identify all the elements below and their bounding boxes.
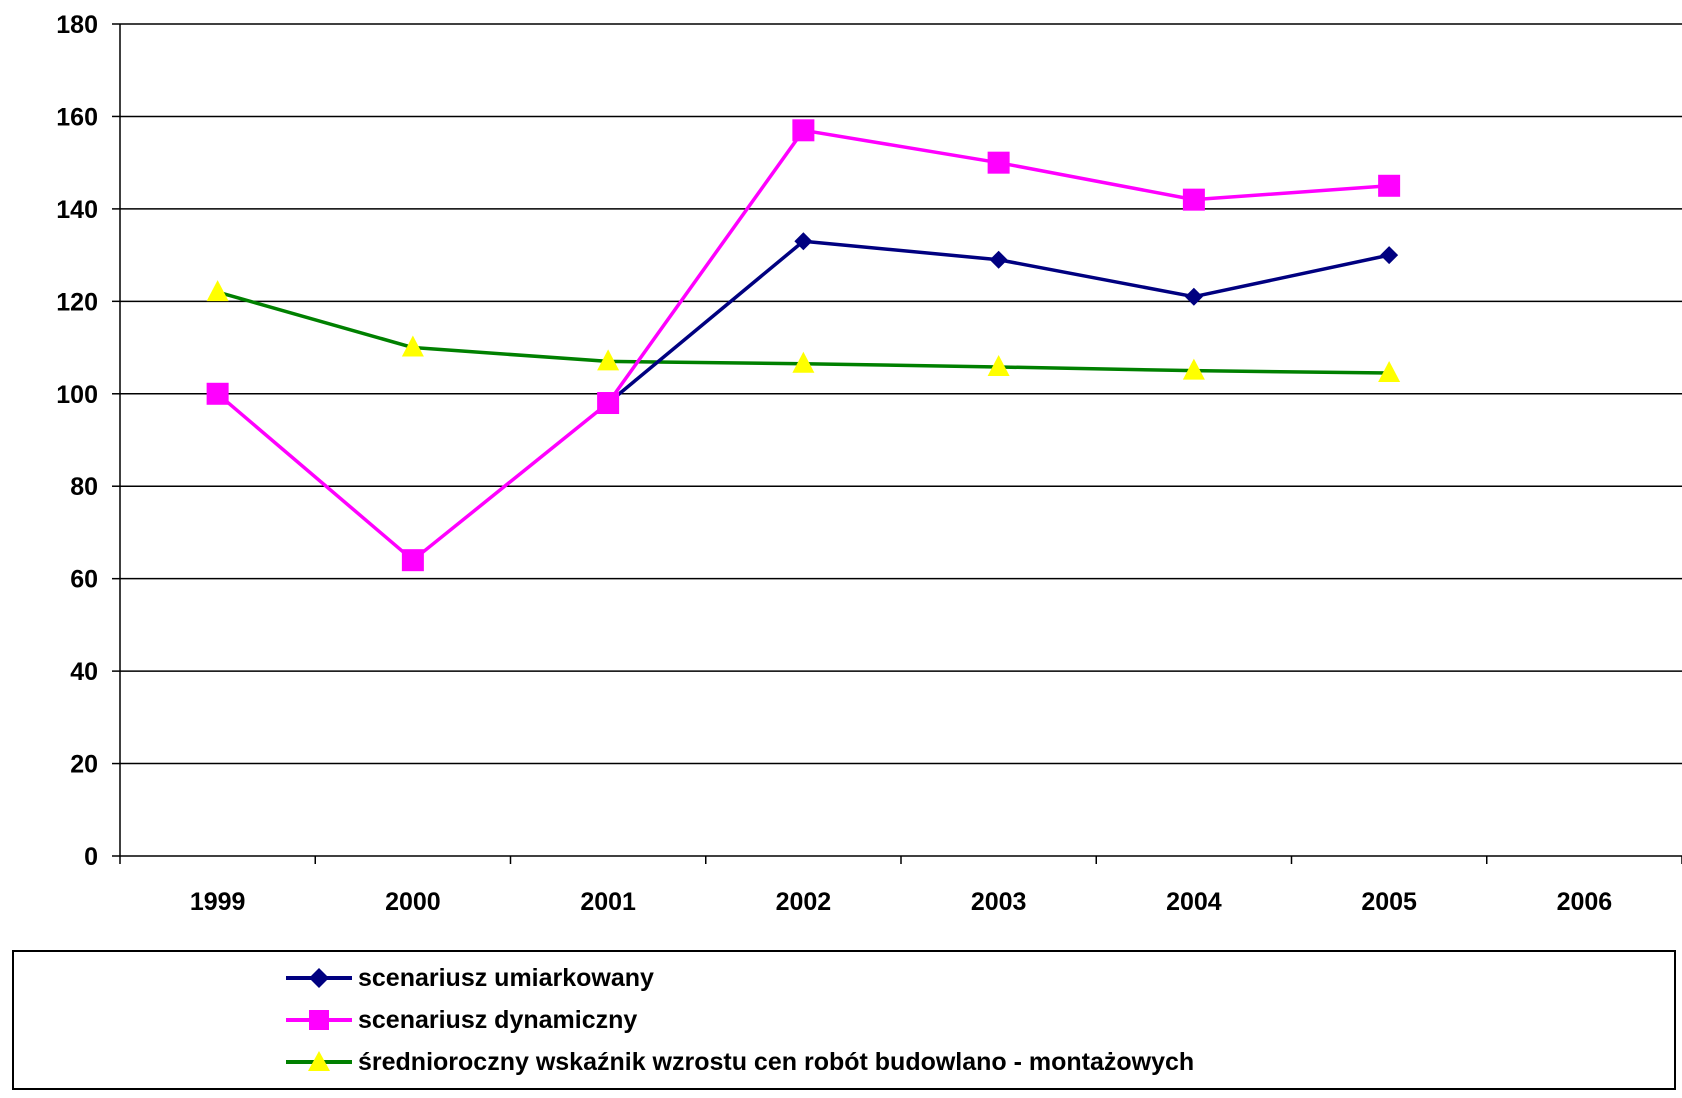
x-tick-label: 1999 (190, 888, 246, 916)
data-point-marker (1380, 246, 1399, 265)
data-point-marker (597, 392, 620, 415)
y-tick-label: 40 (70, 658, 98, 686)
x-tick-label: 2005 (1361, 888, 1417, 916)
y-tick-label: 60 (70, 566, 98, 594)
data-point-marker (1378, 360, 1401, 382)
chart-plot-area: 0 20 40 60 80 100 120 140 160 180 1999 2000 2001 2002… (56, 11, 1682, 916)
triangle-marker-icon (286, 1051, 352, 1071)
data-point-marker (1378, 174, 1401, 197)
x-tick-label: 2000 (385, 888, 441, 916)
data-point-marker (794, 232, 813, 251)
data-point-marker (401, 335, 424, 357)
chart-legend: scenariusz umiarkowany scenariusz dynami… (12, 950, 1676, 1090)
data-point-marker (206, 382, 229, 405)
series-line (216, 128, 1390, 562)
data-point-marker (987, 354, 1010, 376)
data-point-marker (206, 280, 229, 302)
legend-item-dynamiczny: scenariusz dynamiczny (286, 1000, 637, 1040)
data-point-marker (597, 349, 620, 371)
data-point-marker (1184, 287, 1203, 306)
x-tick-label: 2004 (1166, 888, 1222, 916)
legend-item-wskaznik: średnioroczny wskaźnik wzrostu cen robót… (286, 1042, 1194, 1082)
x-tick-label: 2006 (1557, 888, 1613, 916)
data-point-marker (1182, 358, 1205, 380)
data-point-marker (987, 151, 1010, 174)
y-tick-label: 160 (56, 103, 98, 131)
data-point-marker (1182, 188, 1205, 211)
x-tick-label: 2001 (580, 888, 636, 916)
diamond-marker-icon (286, 968, 352, 988)
legend-label: średnioroczny wskaźnik wzrostu cen robót… (358, 1047, 1195, 1076)
y-tick-label: 0 (84, 843, 98, 871)
x-tick-label: 2003 (971, 888, 1027, 916)
data-point-marker (989, 250, 1008, 269)
x-tick-label: 2002 (776, 888, 832, 916)
y-tick-label: 100 (56, 381, 98, 409)
legend-label: scenariusz umiarkowany (358, 963, 654, 992)
data-point-marker (401, 549, 424, 572)
y-tick-label: 20 (70, 751, 98, 779)
y-tick-label: 140 (56, 196, 98, 224)
legend-label: scenariusz dynamiczny (358, 1005, 638, 1034)
y-tick-label: 180 (56, 11, 98, 39)
legend-item-umiarkowany: scenariusz umiarkowany (286, 958, 654, 998)
data-point-marker (792, 119, 815, 142)
square-marker-icon (286, 1010, 352, 1030)
y-tick-label: 80 (70, 473, 98, 501)
y-tick-label: 120 (56, 288, 98, 316)
data-point-marker (792, 351, 815, 373)
